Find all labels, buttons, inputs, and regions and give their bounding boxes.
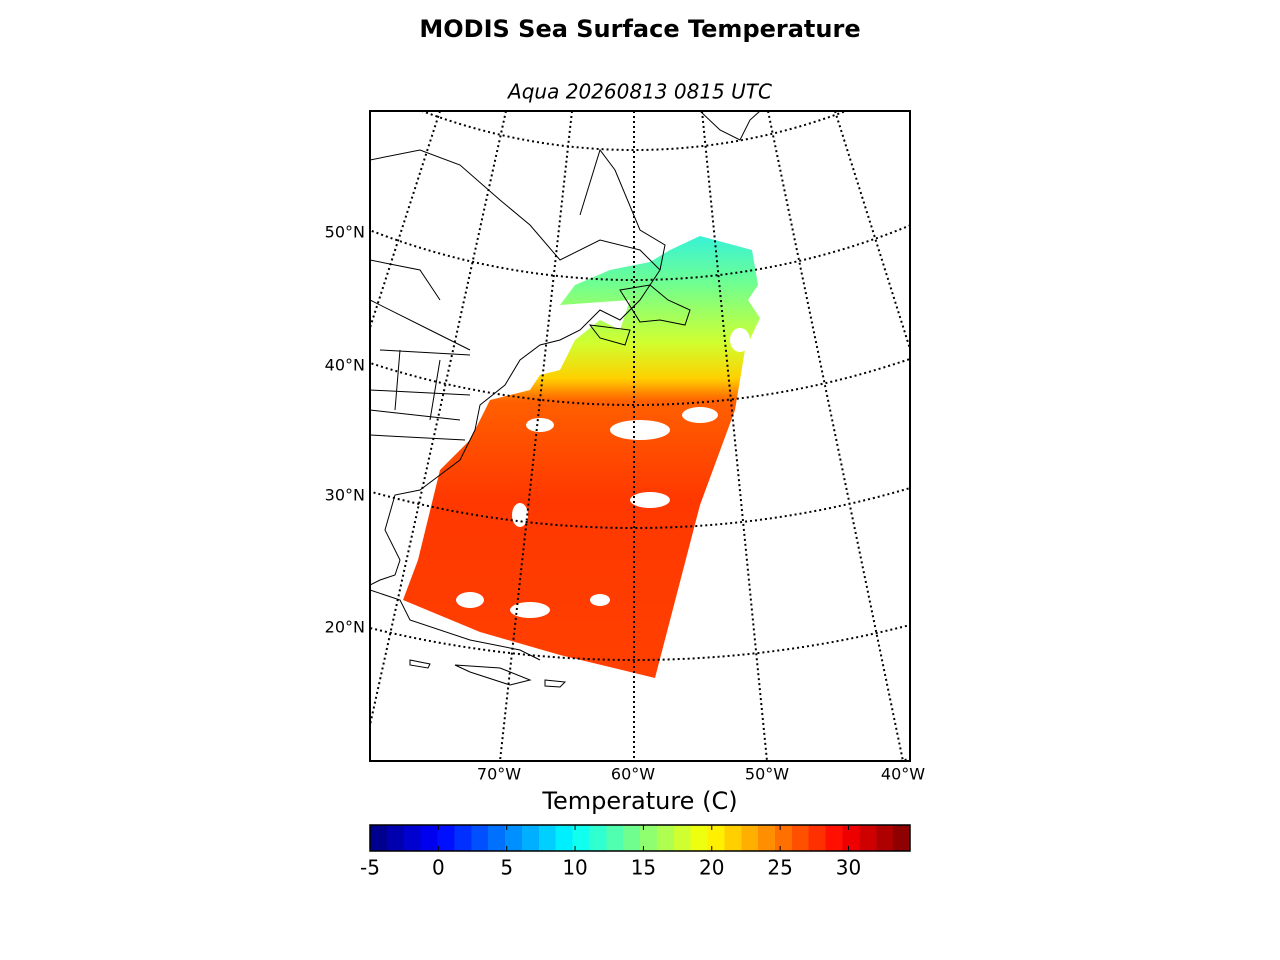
colorbar-tick-label: 5 — [500, 856, 513, 880]
lat-label: 40°N — [325, 356, 365, 375]
colorbar-tick-label: 10 — [562, 856, 587, 880]
coastlines — [370, 111, 761, 688]
map-body — [370, 111, 910, 761]
colorbar — [369, 824, 911, 852]
graticule — [370, 111, 910, 761]
lat-label: 50°N — [325, 223, 365, 242]
lat-label: 20°N — [325, 618, 365, 637]
map-frame — [369, 110, 911, 762]
colorbar-tick-label: 30 — [836, 856, 861, 880]
lon-label: 50°W — [745, 765, 789, 784]
title: MODIS Sea Surface Temperature — [419, 15, 860, 43]
lon-label: 70°W — [477, 765, 521, 784]
colorbar-tick-label: 15 — [631, 856, 656, 880]
colorbar-tick-label: 25 — [767, 856, 792, 880]
sst-swath — [403, 236, 760, 678]
lon-label: 40°W — [881, 765, 925, 784]
cloud-gaps — [456, 328, 750, 618]
colorbar-label: Temperature (C) — [541, 787, 737, 815]
subtitle: Aqua 20260813 0815 UTC — [506, 80, 772, 104]
colorbar-tick-label: 0 — [432, 856, 445, 880]
colorbar-tick-label: -5 — [360, 856, 380, 880]
lat-label: 30°N — [325, 486, 365, 505]
lon-label: 60°W — [611, 765, 655, 784]
colorbar-tick-label: 20 — [699, 856, 724, 880]
